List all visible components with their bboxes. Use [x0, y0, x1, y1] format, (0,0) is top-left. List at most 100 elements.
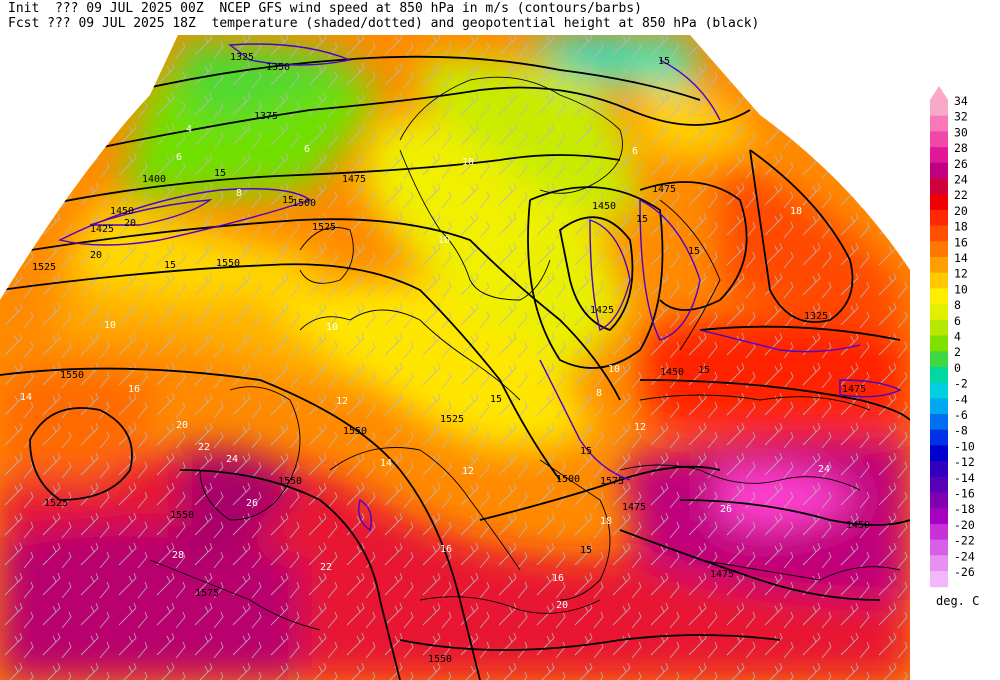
colorbar-swatch [930, 319, 948, 336]
height-label: 1550 [278, 476, 302, 487]
height-label: 1500 [292, 198, 316, 209]
temperature-label: 12 [462, 466, 474, 477]
height-label: 1550 [216, 258, 240, 269]
height-label: 1475 [842, 384, 866, 395]
height-label: 1475 [652, 184, 676, 195]
colorbar-swatch [930, 131, 948, 148]
height-label: 1450 [660, 367, 684, 378]
colorbar-label: -26 [954, 565, 975, 579]
colorbar-swatch [930, 115, 948, 132]
colorbar-label: 6 [954, 314, 961, 328]
temperature-label: 26 [246, 498, 258, 509]
wind-label: 15 [164, 260, 176, 271]
temperature-label: 24 [818, 464, 830, 475]
height-label: 1325 [230, 52, 254, 63]
temperature-label: 10 [326, 322, 338, 333]
colorbar-arrow [930, 86, 948, 100]
height-label: 1425 [90, 224, 114, 235]
colorbar-label: -20 [954, 518, 975, 532]
colorbar-swatch [930, 382, 948, 399]
colorbar-label: 22 [954, 188, 968, 202]
wind-label: 15 [490, 394, 502, 405]
temperature-label: 22 [320, 562, 332, 573]
wind-label: 15 [688, 246, 700, 257]
temperature-label: 14 [20, 392, 32, 403]
colorbar-label: 20 [954, 204, 968, 218]
wind-label: 20 [124, 218, 136, 229]
colorbar-label: -6 [954, 408, 968, 422]
colorbar-label: 0 [954, 361, 961, 375]
colorbar-swatch [930, 571, 948, 588]
colorbar-label: -10 [954, 439, 975, 453]
colorbar-label: -4 [954, 392, 968, 406]
wind-label: 15 [214, 168, 226, 179]
temperature-label: 14 [380, 458, 392, 469]
temperature-label: 26 [720, 504, 732, 515]
colorbar-label: 10 [954, 282, 968, 296]
temperature-label: 18 [600, 516, 612, 527]
colorbar-label: 24 [954, 173, 968, 187]
colorbar-swatch [930, 241, 948, 258]
height-labels: 1325 1350 1375 1400 1425 1450 1475 1500 … [32, 52, 870, 665]
colorbar-label: -24 [954, 549, 975, 563]
colorbar-swatch [930, 508, 948, 525]
wind-label: 15 [698, 365, 710, 376]
height-label: 1525 [32, 262, 56, 273]
colorbar-swatch [930, 476, 948, 493]
wind-label: 15 [580, 446, 592, 457]
colorbar-swatch [930, 288, 948, 305]
temperature-label: 12 [634, 422, 646, 433]
wind-label: 15 [580, 545, 592, 556]
wind-label: 15 [636, 214, 648, 225]
colorbar-label: -22 [954, 534, 975, 548]
temperature-label: 6 [632, 146, 638, 157]
temperature-labels: 4 6 6 8 10 10 10 12 14 16 18 20 22 24 26… [20, 124, 830, 611]
colorbar-swatch [930, 523, 948, 541]
colorbar-label: 16 [954, 235, 968, 249]
colorbar-swatch [930, 257, 948, 274]
colorbar-swatch [930, 539, 948, 556]
header-init-line: Init ??? 09 JUL 2025 00Z NCEP GFS wind s… [8, 1, 642, 16]
temperature-label: 10 [462, 157, 474, 168]
temperature-label: 28 [172, 550, 184, 561]
colorbar-swatch [930, 445, 948, 462]
colorbar-swatch [930, 335, 948, 352]
colorbar-label: 18 [954, 220, 968, 234]
wind-labels: 15 20 15 20 15 15 15 15 15 15 15 15 [90, 56, 710, 556]
height-label: 1350 [266, 62, 290, 73]
temperature-label: 18 [790, 206, 802, 217]
temperature-label: 6 [304, 144, 310, 155]
colorbar-label: -18 [954, 502, 975, 516]
header-fcst-line: Fcst ??? 09 JUL 2025 18Z temperature (sh… [8, 16, 760, 31]
temperature-label: 8 [236, 188, 242, 199]
height-label: 1550 [60, 370, 84, 381]
height-label: 1525 [312, 222, 336, 233]
temperature-label: 10 [438, 235, 450, 246]
colorbar-label: -12 [954, 455, 975, 469]
height-label: 1550 [170, 510, 194, 521]
temperature-label: 16 [552, 573, 564, 584]
wind-label: 20 [90, 250, 102, 261]
colorbar-swatch [930, 398, 948, 415]
colorbar: 3432302826242220181614121086420-2-4-6-8-… [930, 86, 975, 588]
height-label: 1575 [195, 588, 219, 599]
temperature-label: 8 [596, 388, 602, 399]
colorbar-swatch [930, 366, 948, 384]
height-label: 1450 [110, 206, 134, 217]
height-label: 1325 [804, 311, 828, 322]
colorbar-swatch [930, 100, 948, 117]
height-label: 1525 [44, 498, 68, 509]
wind-contours [57, 43, 902, 532]
colorbar-swatch [930, 351, 948, 368]
wind-label: 15 [282, 195, 294, 206]
temperature-label: 22 [198, 442, 210, 453]
height-label: 1375 [254, 111, 278, 122]
temperature-label: 16 [440, 544, 452, 555]
colorbar-swatch [930, 272, 948, 289]
colorbar-label: 8 [954, 298, 961, 312]
colorbar-label: 28 [954, 141, 968, 155]
colorbar-label: 14 [954, 251, 968, 265]
colorbar-swatch [930, 492, 948, 509]
colorbar-label: 2 [954, 345, 961, 359]
